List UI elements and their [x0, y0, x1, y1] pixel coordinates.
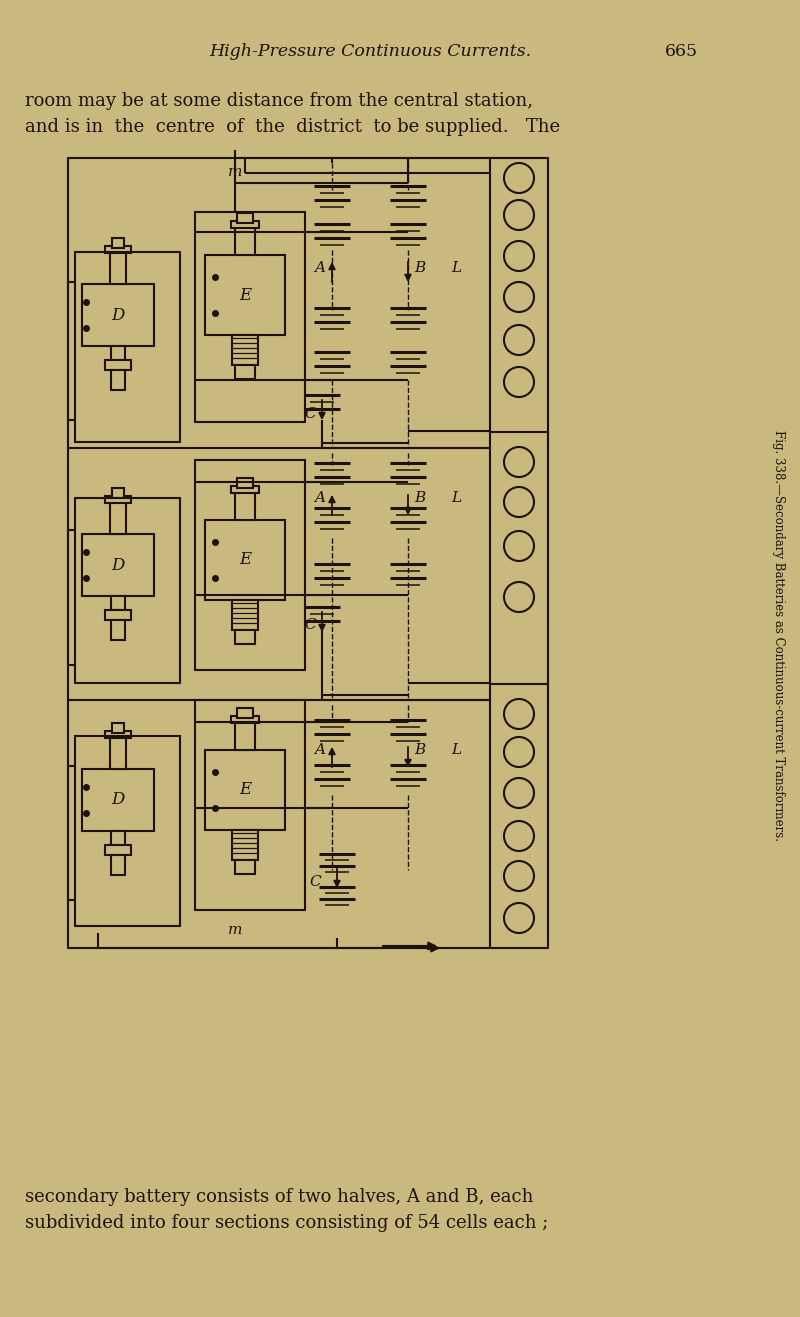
Bar	[112, 238, 124, 248]
Text: room may be at some distance from the central station,: room may be at some distance from the ce…	[25, 92, 533, 111]
Text: Fig. 338.—Secondary Batteries as Continuous-current Transformers.: Fig. 338.—Secondary Batteries as Continu…	[771, 429, 785, 840]
Text: m: m	[228, 165, 242, 179]
Bar	[235, 493, 255, 520]
Text: C: C	[304, 618, 316, 632]
Bar	[237, 709, 253, 718]
Bar	[110, 252, 126, 284]
Text: D: D	[111, 307, 125, 324]
Text: B: B	[414, 491, 426, 504]
Bar	[195, 701, 305, 910]
Text: and is in  the  centre  of  the  district  to be supplied.   The: and is in the centre of the district to …	[25, 119, 560, 136]
Text: B: B	[414, 743, 426, 757]
Bar	[205, 520, 285, 601]
Bar	[105, 497, 131, 503]
Bar	[237, 213, 253, 223]
Bar	[235, 365, 255, 379]
Text: subdivided into four sections consisting of 54 cells each ;: subdivided into four sections consisting…	[25, 1214, 548, 1231]
Bar	[105, 846, 131, 855]
Text: D: D	[111, 792, 125, 809]
Bar	[75, 252, 180, 443]
Bar	[110, 738, 126, 769]
Bar	[205, 255, 285, 335]
Bar	[111, 831, 125, 846]
Bar	[110, 502, 126, 533]
Text: High-Pressure Continuous Currents.: High-Pressure Continuous Currents.	[209, 43, 531, 61]
Bar	[111, 346, 125, 360]
Bar	[82, 533, 154, 597]
Bar	[235, 860, 255, 874]
Text: m: m	[228, 923, 242, 936]
Text: B: B	[414, 261, 426, 275]
Bar	[105, 360, 131, 370]
Bar	[111, 597, 125, 610]
Bar	[237, 478, 253, 489]
Text: L: L	[451, 261, 461, 275]
Bar	[105, 610, 131, 620]
Text: A: A	[314, 261, 326, 275]
Bar	[112, 489, 124, 498]
Bar	[75, 736, 180, 926]
Text: secondary battery consists of two halves, A and B, each: secondary battery consists of two halves…	[25, 1188, 534, 1206]
Bar	[232, 830, 258, 860]
Text: D: D	[111, 557, 125, 573]
Bar	[195, 460, 305, 670]
Text: 665: 665	[665, 43, 698, 61]
Bar	[68, 158, 548, 948]
Bar	[82, 769, 154, 831]
Bar	[231, 486, 259, 493]
Text: E: E	[239, 287, 251, 303]
Bar	[105, 731, 131, 738]
Text: C: C	[309, 874, 321, 889]
Bar	[235, 227, 255, 255]
Bar	[195, 212, 305, 421]
Bar	[235, 722, 255, 749]
Bar	[112, 723, 124, 734]
Bar	[205, 749, 285, 830]
Bar	[235, 630, 255, 644]
Text: L: L	[451, 491, 461, 504]
Text: A: A	[314, 491, 326, 504]
Text: L: L	[451, 743, 461, 757]
Bar	[111, 855, 125, 874]
Bar	[111, 620, 125, 640]
Bar	[82, 284, 154, 346]
Bar	[75, 498, 180, 684]
Bar	[111, 370, 125, 390]
Text: A: A	[314, 743, 326, 757]
Text: C: C	[304, 407, 316, 421]
Bar	[231, 221, 259, 228]
Bar	[232, 601, 258, 630]
Text: E: E	[239, 781, 251, 798]
Bar	[105, 246, 131, 253]
Bar	[232, 335, 258, 365]
Text: E: E	[239, 552, 251, 569]
Bar	[231, 716, 259, 723]
